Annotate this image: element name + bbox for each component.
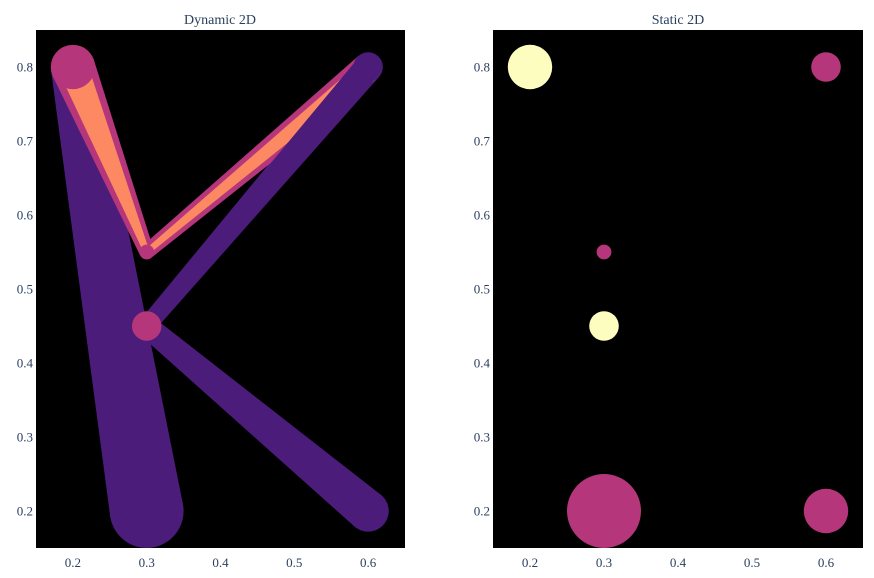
x-tick-label: 0.2 xyxy=(522,555,538,570)
y-tick-label: 0.7 xyxy=(474,134,491,149)
x-tick-label: 0.6 xyxy=(360,555,377,570)
y-tick-label: 0.4 xyxy=(474,356,491,371)
panel-static-2d: Static 2D 0.2 0.3 0.4 0.5 0.6 0.20.30.40.50.… xyxy=(474,13,863,570)
y-tick-label: 0.6 xyxy=(474,208,491,223)
data-point xyxy=(567,474,641,548)
marks xyxy=(50,44,389,548)
y-axis-ticks: 0.2 0.3 0.4 0.5 0.6 0.7 0.8 xyxy=(474,60,491,519)
x-axis-ticks: 0.2 0.3 0.4 0.5 0.6 xyxy=(522,555,835,570)
data-point xyxy=(131,311,162,341)
panel-dynamic-2d: Dynamic 2D 0.2 0.3 0.4 0.5 0.6 0.20.30.40.50… xyxy=(17,13,405,570)
y-tick-label: 0.2 xyxy=(17,504,33,519)
y-axis-ticks: 0.2 0.3 0.4 0.5 0.6 0.7 0.8 xyxy=(17,60,34,519)
data-point xyxy=(596,244,612,260)
y-tick-label: 0.2 xyxy=(474,504,490,519)
y-tick-label: 0.6 xyxy=(17,208,34,223)
y-tick-label: 0.4 xyxy=(17,356,34,371)
x-axis-ticks: 0.2 0.3 0.4 0.5 0.6 xyxy=(65,555,377,570)
y-tick-label: 0.5 xyxy=(474,282,490,297)
trajectory-segment xyxy=(51,63,184,518)
data-point xyxy=(589,311,619,341)
y-tick-label: 0.8 xyxy=(474,60,490,75)
x-tick-label: 0.5 xyxy=(744,555,760,570)
marks xyxy=(507,44,849,548)
x-tick-label: 0.3 xyxy=(596,555,612,570)
data-point xyxy=(811,52,841,82)
x-tick-label: 0.3 xyxy=(139,555,155,570)
x-tick-label: 0.6 xyxy=(818,555,835,570)
chart-title: Static 2D xyxy=(652,13,705,28)
y-tick-label: 0.3 xyxy=(17,430,33,445)
y-tick-label: 0.5 xyxy=(17,282,33,297)
data-point xyxy=(353,52,383,82)
plot-area[interactable] xyxy=(493,30,863,548)
y-tick-label: 0.8 xyxy=(17,60,33,75)
data-point xyxy=(109,474,184,548)
data-point xyxy=(507,44,553,90)
trajectory-segment xyxy=(139,317,382,527)
data-point xyxy=(50,44,96,90)
data-point xyxy=(139,244,155,260)
trajectory-segment xyxy=(59,61,150,254)
y-tick-label: 0.3 xyxy=(474,430,490,445)
y-tick-label: 0.7 xyxy=(17,134,34,149)
data-point xyxy=(347,490,389,532)
trajectory-segment xyxy=(140,58,379,332)
x-tick-label: 0.4 xyxy=(670,555,687,570)
x-tick-label: 0.5 xyxy=(286,555,302,570)
x-tick-label: 0.4 xyxy=(212,555,229,570)
chart-title: Dynamic 2D xyxy=(184,13,256,28)
data-point xyxy=(803,488,849,534)
x-tick-label: 0.2 xyxy=(65,555,81,570)
